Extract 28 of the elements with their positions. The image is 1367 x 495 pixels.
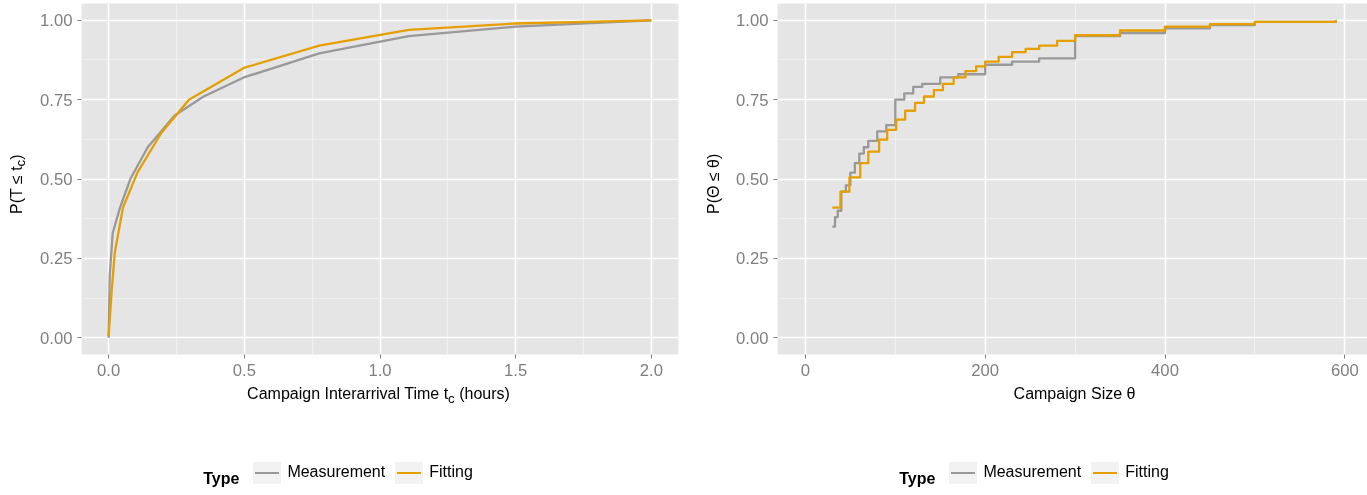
x-tick-label: 0.5: [232, 360, 256, 380]
y-tick-label: 0.00: [736, 328, 769, 348]
y-tick-label: 0.75: [40, 90, 73, 110]
legend-label: Fitting: [428, 462, 473, 483]
y-tick-label: 1.00: [736, 11, 769, 31]
x-tick-label: 400: [1151, 360, 1179, 380]
x-tick-label: 0: [800, 360, 811, 380]
y-tick-label: 0.75: [736, 90, 769, 110]
legend-title: Type: [203, 469, 240, 487]
y-tick-label: 0.50: [736, 170, 769, 189]
x-axis-title: Campaign Size θ: [1013, 384, 1136, 404]
x-tick-label: 1.0: [368, 360, 392, 380]
y-tick-label: 0.00: [40, 328, 73, 348]
x-tick-label: 600: [1330, 360, 1359, 380]
legend-label: Measurement: [286, 462, 386, 483]
x-axis-title: Campaign Interarrival Time t$_{c}$ (hours): [247, 384, 510, 409]
y-tick-label: 0.25: [736, 249, 769, 269]
legend-label: Fitting: [1124, 462, 1169, 483]
x-tick-label: 0.0: [97, 360, 121, 380]
legend-title: Type: [899, 469, 936, 487]
y-tick-label: 1.00: [40, 11, 73, 31]
y-tick-label: 0.25: [40, 249, 73, 269]
x-tick-label: 1.5: [504, 360, 528, 380]
y-axis-title: P(Θ ≤ θ): [703, 153, 723, 215]
x-tick-label: 2.0: [639, 360, 663, 380]
x-tick-label: 200: [971, 360, 1000, 380]
legend-label: Measurement: [982, 462, 1082, 483]
y-tick-label: 0.50: [40, 170, 73, 189]
